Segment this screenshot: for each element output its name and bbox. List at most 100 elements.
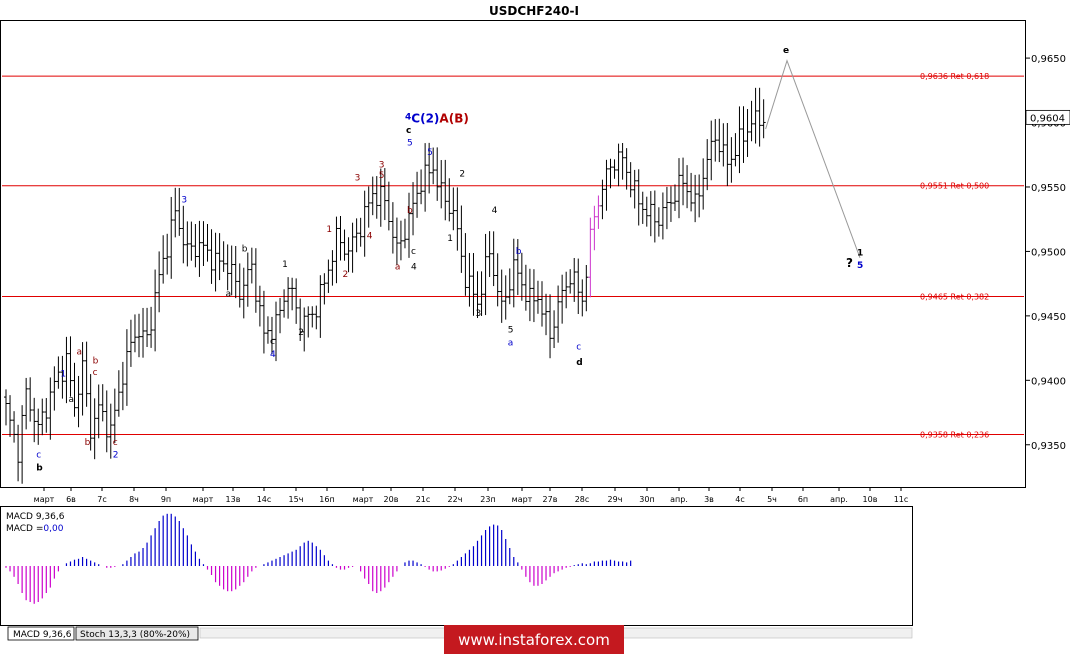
ohlc-bar [56,356,61,389]
x-tick-label: 28с [575,495,590,504]
ohlc-bar [475,271,480,319]
ohlc-bar [177,187,182,236]
ohlc-bar [189,221,194,261]
ohlc-bar [519,252,524,301]
wave-label: 1 [282,260,288,270]
wave-label: 5 [427,148,433,158]
macd-value-line: MACD =0,00 [6,524,64,534]
ohlc-bar [487,231,492,278]
ohlc-bar [616,143,621,187]
ohlc-bar [390,202,395,254]
wave-label: a [508,339,514,349]
tab-macd[interactable]: MACD 9,36,6 [13,630,72,640]
ohlc-bar [261,290,266,354]
x-tick-label: 22ч [448,495,463,504]
ohlc-bar [725,122,730,187]
ohlc-bar [197,220,202,277]
ohlc-bar [386,181,391,231]
ohlc-bar [455,187,460,251]
ohlc-bar [733,133,738,167]
ohlc-bar [495,253,500,307]
ohlc-bar [608,158,613,189]
ohlc-bar [515,239,520,296]
ohlc-bar [149,306,154,348]
ohlc-bar [459,205,464,273]
x-tick-label: март [353,495,374,504]
ohlc-bar [12,411,17,443]
ohlc-bar [88,374,93,451]
ohlc-bar [701,158,706,210]
projection-line [765,59,861,259]
wave-label: b [93,357,99,367]
ohlc-bar [745,109,750,157]
x-tick-label: 7с [97,495,107,504]
wave-label: c [93,368,98,378]
ohlc-bar [672,184,677,211]
wave-label: 3 [355,174,361,184]
ohlc-bar [245,252,250,307]
ohlc-bar [689,172,694,212]
ohlc-bar [382,168,387,221]
peak-label-part: C [411,112,420,126]
ohlc-bar [628,162,633,198]
ohlc-bar [44,398,49,433]
ohlc-bar [334,216,339,284]
ohlc-bar [548,294,553,359]
ohlc-bar [729,137,734,183]
ohlc-bar [157,251,162,313]
ohlc-bar [108,403,113,459]
ohlc-bar [644,196,649,227]
ohlc-bar [84,341,89,407]
x-tick-label: март [34,495,55,504]
ohlc-bar [193,224,198,268]
ohlc-bar [269,316,274,355]
ohlc-bar [112,388,117,443]
x-tick-label: 30п [639,495,654,504]
x-tick-label: 20в [384,495,399,504]
ohlc-bar [350,222,355,273]
ohlc-bar [96,384,101,439]
peak-label-part: (2) [420,112,439,126]
macd-label: MACD 9,36,6 [6,512,65,522]
ohlc-bar [257,285,262,327]
wave-label: 1 [326,225,332,235]
x-tick-label: 9п [161,495,171,504]
ohlc-bar [596,195,601,229]
ohlc-bar [338,216,343,261]
ohlc-bar [544,293,549,336]
wave-label: 2 [113,451,119,461]
ohlc-bar [185,221,190,267]
wave-label: 4 [367,232,373,242]
ohlc-bar [737,106,742,174]
tab-stoch[interactable]: Stoch 13,3,3 (80%-20%) [80,630,190,640]
wave-label: 5 [508,326,514,336]
x-tick-label: 6п [798,495,808,504]
ohlc-bar [721,123,726,167]
ohlc-bar [322,273,327,305]
ohlc-bar [278,297,283,334]
ohlc-bar [717,118,722,163]
ohlc-bar [402,218,407,249]
fib-label-1: 0,9551 Ret 0,500 [920,182,989,191]
ohlc-bar [668,186,673,222]
ohlc-bar [274,301,279,362]
ohlc-bar [705,139,710,191]
ohlc-bar [36,408,41,445]
ohlc-bar [640,191,645,224]
ohlc-bar [237,263,242,308]
ohlc-bar [664,186,669,230]
x-tick-label: 3в [704,495,714,504]
wave-label: 3 [379,161,385,171]
ohlc-bar [221,241,226,272]
wave-label: a [77,348,83,358]
ohlc-bar [427,142,432,194]
ohlc-bar [568,269,573,294]
ohlc-bar [471,253,476,316]
ohlc-bar [318,275,323,338]
ohlc-bar [60,355,65,399]
ohlc-bar [326,259,331,293]
peak-sub-c: c [406,126,411,136]
ohlc-bar [145,307,150,348]
ohlc-bar [68,336,73,397]
x-tick-label: 6в [66,495,76,504]
